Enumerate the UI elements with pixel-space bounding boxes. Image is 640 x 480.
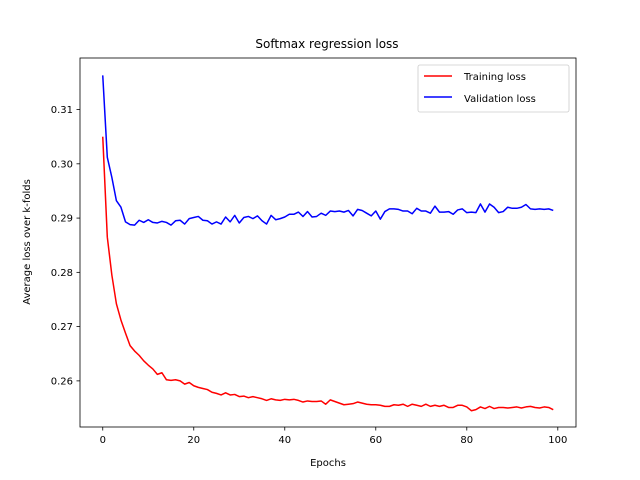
series-layer (102, 75, 554, 412)
y-tick-label: 0.28 (51, 268, 73, 279)
y-axis-title: Average loss over k-folds (22, 179, 33, 305)
legend-label-training: Training loss (463, 72, 526, 83)
validation-loss-line (102, 75, 554, 226)
x-axis-title: Epochs (310, 458, 346, 469)
x-tick-label: 20 (187, 435, 200, 446)
legend-box (417, 64, 570, 113)
y-tick-label: 0.29 (51, 214, 73, 225)
y-tick-label: 0.26 (51, 376, 73, 387)
chart-title: Softmax regression loss (255, 37, 398, 51)
y-tick-label: 0.27 (51, 322, 73, 333)
x-tick-label: 60 (369, 435, 382, 446)
y-tick-label: 0.30 (51, 159, 73, 170)
y-tick-label: 0.31 (51, 105, 73, 116)
x-tick-label: 40 (278, 435, 291, 446)
x-tick-label: 0 (100, 435, 106, 446)
plot-area (79, 57, 577, 428)
plot-frame (79, 57, 577, 428)
y-axis: 0.26 0.27 0.28 0.29 0.30 0.31 (51, 105, 80, 387)
training-loss-line (102, 136, 554, 412)
plot-background (80, 58, 576, 427)
legend: Training loss Validation loss (417, 64, 570, 113)
legend-label-validation: Validation loss (464, 94, 536, 105)
x-tick-label: 80 (460, 435, 473, 446)
x-axis: 0 20 40 60 80 100 (100, 427, 567, 446)
x-tick-label: 100 (548, 435, 567, 446)
